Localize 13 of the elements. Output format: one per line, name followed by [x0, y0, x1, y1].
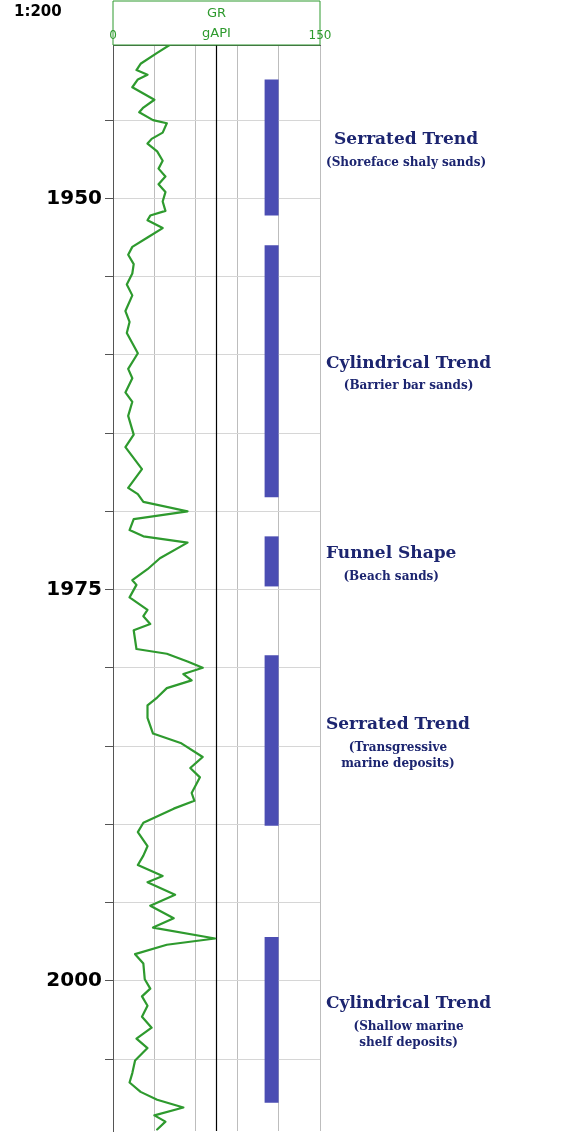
chart-title: GR	[206, 5, 227, 21]
x-tick-label: 150	[308, 27, 332, 42]
band-label: Serrated Trend (Transgressive marine deposits)	[325, 712, 471, 770]
band-label: Funnel Shape (Beach sands)	[326, 541, 457, 583]
y-tick-label: 1950	[46, 184, 102, 209]
x-axis-title: gAPI	[202, 25, 231, 41]
x-tick-label: 0	[109, 27, 117, 42]
band-label: Serrated Trend (Shoreface shaly sands)	[326, 127, 487, 169]
band-label: Cylindrical Trend (Barrier bar sands)	[325, 351, 492, 393]
y-tick-label: 2000	[46, 966, 102, 991]
band-label: Cylindrical Trend (Shallow marine shelf deposits)	[325, 992, 492, 1050]
y-tick-label: 1975	[46, 575, 102, 600]
text: 1:200	[14, 1, 62, 20]
